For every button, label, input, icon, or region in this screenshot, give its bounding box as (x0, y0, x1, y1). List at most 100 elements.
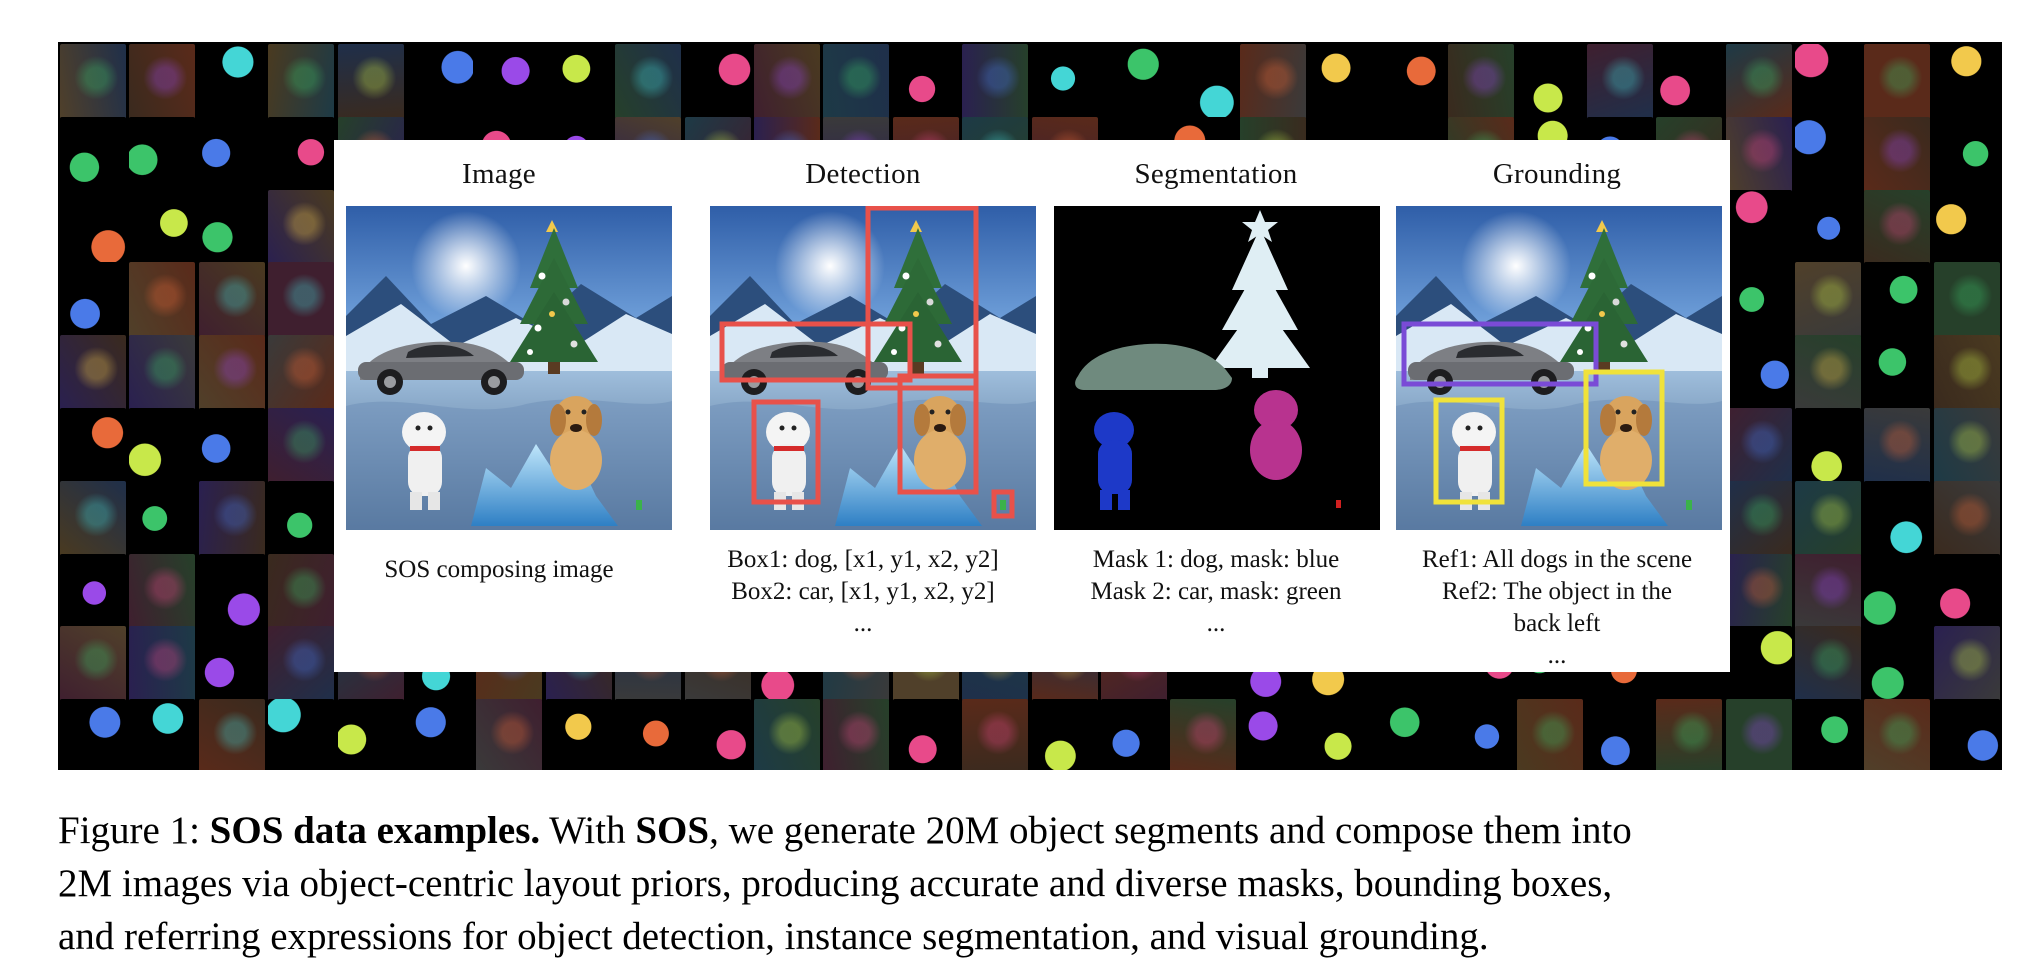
panel-title-segmentation: Segmentation (1134, 158, 1298, 190)
mosaic-tile (1448, 699, 1514, 770)
figure-caption: Figure 1: SOS data examples. With SOS, w… (58, 804, 2018, 963)
detection-image (710, 206, 1036, 530)
mosaic-tile (268, 189, 335, 265)
mosaic-tile (60, 335, 126, 411)
mosaic-tile (1725, 699, 1792, 770)
mosaic-tile (823, 699, 890, 770)
caption-line-3: and referring expressions for object det… (58, 915, 1489, 958)
caption-line: Ref2: The object in the (1441, 578, 1673, 605)
mosaic-tile (684, 699, 751, 770)
mosaic-tile (1725, 262, 1792, 338)
mosaic-tile (892, 44, 959, 119)
mosaic-tile (129, 116, 196, 192)
mosaic-tile (1933, 189, 2000, 265)
mosaic-tile (1378, 699, 1445, 770)
mosaic-tile (1656, 44, 1723, 119)
mosaic-tile (1170, 44, 1237, 119)
mosaic-tile (198, 335, 265, 411)
mosaic-tile (1933, 116, 2000, 192)
caption-text: , we generate 20M object segments and co… (709, 809, 1632, 852)
mosaic-tile (198, 262, 265, 338)
caption-segmentation: Mask 1: dog, mask: blue Mask 2: car, mas… (1046, 544, 1386, 640)
caption-detection: Box1: dog, [x1, y1, x2, y2] Box2: car, [… (693, 544, 1033, 640)
mosaic-tile (1933, 262, 2000, 338)
mosaic-tile (129, 44, 196, 119)
composed-image (346, 206, 672, 530)
mosaic-tile (60, 626, 126, 702)
method-name: SOS (635, 809, 710, 852)
mosaic-tile (962, 44, 1029, 119)
caption-line: back left (1513, 610, 1601, 637)
mosaic-tile (1725, 626, 1792, 702)
mosaic-tile (1170, 699, 1237, 770)
mosaic-tile (1309, 44, 1376, 119)
caption-line-1: Figure 1: SOS data examples. With SOS, w… (58, 804, 2018, 857)
panel-title-detection: Detection (805, 158, 921, 190)
mosaic-tile (268, 699, 335, 770)
mosaic-tile (1725, 408, 1792, 483)
caption-line: Box1: dog, [x1, y1, x2, y2] (727, 546, 999, 573)
mosaic-tile (198, 116, 265, 192)
panel-title-grounding: Grounding (1492, 158, 1622, 190)
mosaic-tile (1933, 626, 2000, 702)
mosaic-tile (129, 480, 196, 556)
caption-line: Box2: car, [x1, y1, x2, y2] (731, 578, 995, 605)
mosaic-tile (1031, 44, 1098, 119)
mosaic-tile (545, 44, 612, 119)
caption-line: Mask 1: dog, mask: blue (1092, 546, 1340, 573)
mosaic-tile (1795, 44, 1861, 119)
mosaic-tile (268, 116, 335, 192)
mosaic-tile (198, 44, 265, 119)
mosaic-tile (1725, 116, 1792, 192)
mosaic-tile (1933, 553, 2000, 629)
mosaic-tile (129, 408, 196, 483)
bbox-dog-left (751, 399, 821, 505)
mosaic-tile (1101, 44, 1167, 119)
mosaic-tile (1795, 626, 1861, 702)
mosaic-tile (1795, 262, 1861, 338)
segmentation-image (1054, 206, 1380, 530)
mosaic-tile (1864, 553, 1931, 629)
caption-line: Mask 2: car, mask: green (1090, 578, 1342, 605)
mosaic-tile (129, 626, 196, 702)
mosaic-tile (60, 480, 126, 556)
mosaic-tile (60, 262, 126, 338)
mosaic-tile (1239, 699, 1306, 770)
caption-line: ... (1547, 642, 1567, 669)
mosaic-tile (129, 335, 196, 411)
mosaic-tile (198, 626, 265, 702)
mosaic-tile (615, 699, 682, 770)
mosaic-tile (129, 699, 196, 770)
caption-line: ... (1206, 610, 1226, 637)
mosaic-tile (268, 553, 335, 629)
mosaic-tile (1795, 116, 1861, 192)
ground-box-dog-right (1583, 369, 1665, 487)
caption-line-2: 2M images via object-centric layout prio… (58, 862, 1613, 905)
mosaic-tile (615, 44, 682, 119)
mosaic-tile (476, 44, 543, 119)
mosaic-tile (1725, 480, 1792, 556)
bbox-tree (865, 206, 979, 391)
mosaic-tile (1448, 44, 1514, 119)
caption-line: ... (853, 610, 873, 637)
mosaic-tile (545, 699, 612, 770)
mosaic-tile (1864, 262, 1931, 338)
mosaic-tile (1517, 699, 1584, 770)
mosaic-tile (1101, 699, 1167, 770)
mosaic-tile (1031, 699, 1098, 770)
mosaic-tile (1656, 699, 1723, 770)
mosaic-tile (1864, 480, 1931, 556)
mosaic-tile (962, 699, 1029, 770)
bbox-car (719, 321, 913, 383)
mosaic-tile (1933, 699, 2000, 770)
mosaic-tile (60, 116, 126, 192)
mosaic-tile (1864, 408, 1931, 483)
mosaic-tile (1933, 480, 2000, 556)
mosaic-tile (1933, 335, 2000, 411)
mosaic-tile (1933, 44, 2000, 119)
mosaic-tile (1309, 699, 1376, 770)
bbox-dog-right (897, 373, 979, 495)
mosaic-tile (1586, 44, 1653, 119)
mosaic-tile (1795, 408, 1861, 483)
task-panel: Image SOS composing image Detection Box1… (334, 140, 1730, 672)
